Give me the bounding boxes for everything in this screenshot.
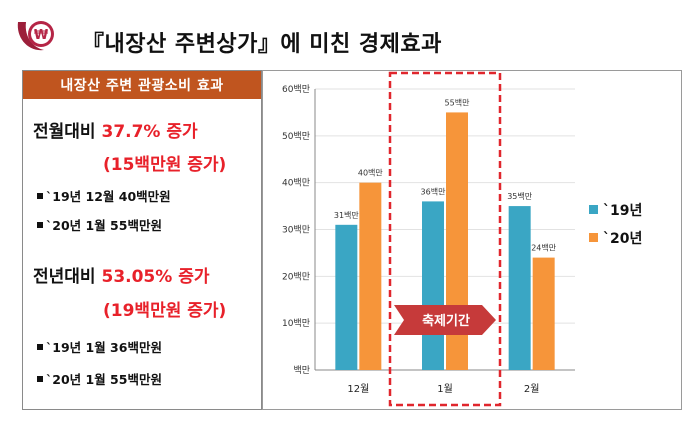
consumption-effect-panel: 내장산 주변 관광소비 효과 전월대비 37.7% 증가 (15백만원 증가) … — [22, 70, 262, 410]
x-tick-label: 1월 — [437, 383, 453, 395]
yoy-percent: 53.05% 증가 — [101, 267, 210, 287]
mom-change-line: 전월대비 37.7% 증가 — [33, 117, 198, 142]
bar — [359, 182, 382, 370]
y-tick-label: 60백만 — [282, 84, 310, 95]
mom-amount: (15백만원 증가) — [103, 155, 227, 175]
data-label: 36백만 — [421, 186, 447, 196]
bullet-square-icon — [37, 192, 43, 199]
legend-swatch — [589, 205, 598, 214]
bar — [508, 206, 531, 370]
data-label: 55백만 — [445, 97, 471, 107]
festival-period-label: 축제기간 — [422, 313, 470, 329]
mom-percent: 37.7% 증가 — [101, 122, 198, 142]
bullet-square-icon — [37, 343, 43, 350]
legend-label: `19년 — [603, 203, 642, 219]
svg-text:₩: ₩ — [34, 28, 49, 43]
data-label: 35백만 — [507, 191, 533, 201]
bullet-square-icon — [37, 221, 43, 228]
y-tick-label: 30백만 — [282, 225, 310, 236]
y-tick-label: 20백만 — [282, 271, 310, 282]
page-title: 『내장산 주변상가』에 미친 경제효과 — [82, 32, 442, 57]
mom-label: 전월대비 — [33, 122, 102, 142]
bar-chart: 백만 10백만 20백만 30백만 40백만 50백만 60백만 12월 31백만 40백만 1월 3… — [282, 71, 642, 407]
legend-label: `20년 — [603, 231, 642, 247]
yoy-item-2: `20년 1월 55백만원 — [37, 369, 162, 388]
y-tick-label: 백만 — [293, 365, 310, 376]
y-tick-label: 10백만 — [282, 318, 310, 329]
festival-period-arrow — [394, 305, 496, 335]
x-tick-label: 2월 — [524, 383, 540, 395]
bar — [422, 201, 444, 370]
yoy-item-1: `19년 1월 36백만원 — [37, 337, 162, 356]
yoy-change-line: 전년대비 53.05% 증가 — [33, 262, 210, 287]
panel-heading: 내장산 주변 관광소비 효과 — [23, 71, 261, 99]
data-label: 31백만 — [334, 210, 360, 220]
y-tick-label: 40백만 — [282, 178, 310, 189]
bar — [532, 257, 555, 370]
bullet-square-icon — [37, 375, 43, 382]
data-label: 24백만 — [531, 243, 557, 253]
y-tick-label: 50백만 — [282, 131, 310, 142]
mom-item-1: `19년 12월 40백만원 — [37, 186, 171, 205]
yoy-amount: (19백만원 증가) — [103, 301, 227, 321]
data-label: 40백만 — [358, 168, 384, 178]
bar-chart-panel: 백만 10백만 20백만 30백만 40백만 50백만 60백만 12월 31백만 40백만 1월 3… — [262, 70, 682, 410]
mom-item-2: `20년 1월 55백만원 — [37, 215, 162, 234]
festival-period-box — [388, 71, 502, 407]
yoy-label: 전년대비 — [33, 267, 102, 287]
bar — [335, 224, 358, 370]
logo-icon: ₩ — [17, 21, 54, 51]
legend-swatch — [589, 233, 598, 242]
x-tick-label: 12월 — [347, 383, 369, 395]
